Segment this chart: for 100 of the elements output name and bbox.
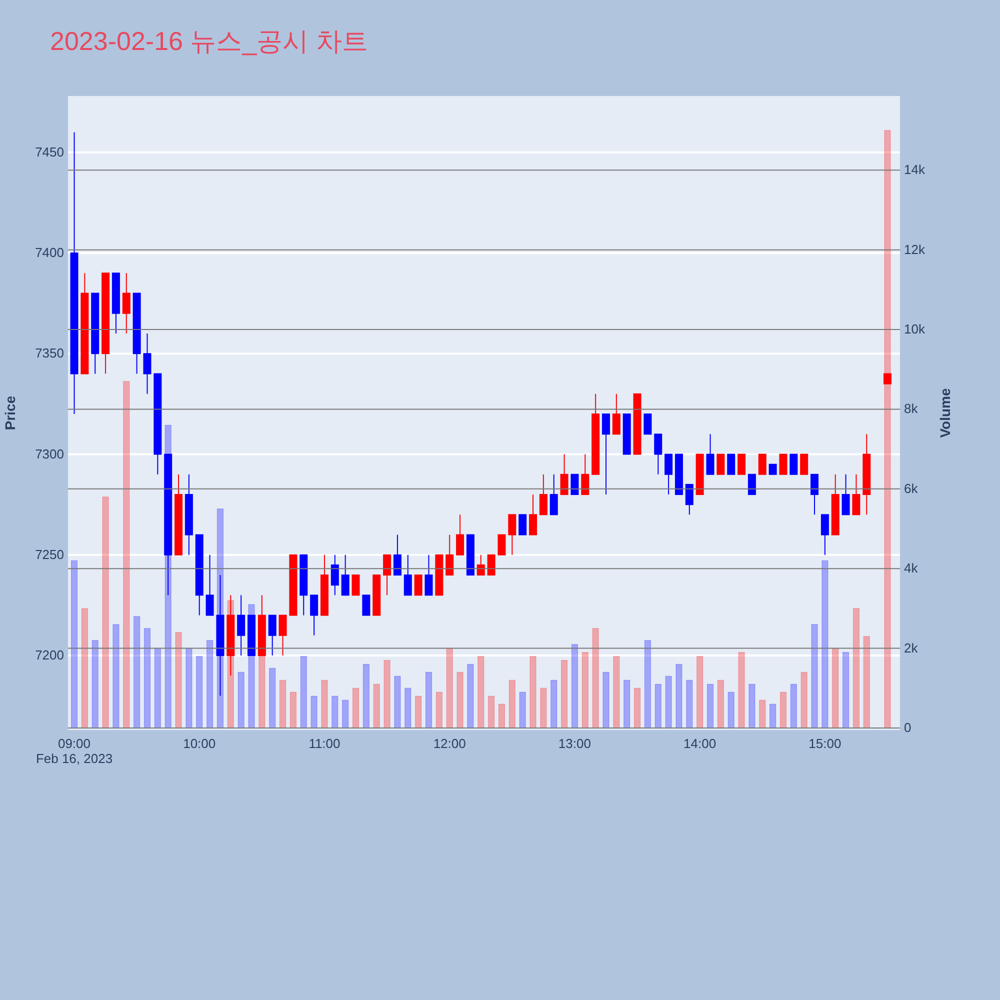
bar	[404, 688, 412, 728]
candlestick	[581, 454, 590, 496]
bar	[852, 608, 860, 728]
bar	[123, 381, 130, 728]
candlestick	[310, 594, 318, 636]
bar	[154, 648, 161, 728]
bar	[800, 672, 808, 728]
bar	[112, 624, 120, 728]
bar	[196, 656, 203, 728]
candlestick	[842, 474, 850, 516]
candlestick	[352, 574, 360, 596]
candlestick	[768, 464, 777, 475]
bar	[362, 664, 370, 728]
candlestick	[393, 534, 402, 576]
bar	[467, 664, 474, 728]
bar	[373, 684, 380, 728]
bar	[269, 668, 276, 728]
bar	[624, 680, 630, 728]
y2-tick-label: 8k	[904, 401, 918, 416]
candlestick	[820, 514, 829, 556]
bar	[71, 560, 78, 728]
bar	[175, 632, 182, 728]
bar	[206, 640, 214, 728]
y-tick-label: 7250	[35, 546, 64, 562]
y2-tick-label: 6k	[904, 480, 918, 496]
y-tick-label: 7300	[35, 446, 64, 462]
candlestick	[560, 454, 568, 496]
bar	[300, 656, 307, 728]
candlestick	[539, 474, 548, 516]
bar	[81, 608, 88, 728]
candlestick	[706, 434, 714, 475]
bar	[582, 652, 588, 728]
bar	[696, 656, 704, 728]
bar	[384, 660, 390, 728]
y2-tick-label: 14k	[904, 162, 926, 178]
bar	[394, 676, 401, 728]
bar	[227, 600, 234, 728]
bar	[498, 704, 505, 728]
bar	[676, 664, 682, 728]
y2-axis-title: Volume	[937, 388, 953, 438]
bar	[310, 696, 318, 728]
bar	[425, 672, 432, 728]
bar	[186, 648, 192, 728]
bar	[780, 692, 786, 728]
x-tick-label: 11:00	[308, 736, 340, 751]
bar	[790, 684, 797, 728]
bar	[571, 644, 578, 728]
candlestick	[529, 494, 538, 536]
x-tick-label: 13:00	[558, 736, 591, 751]
bar	[216, 508, 224, 728]
candlestick	[518, 514, 527, 536]
candlestick	[800, 454, 808, 475]
y2-tick-label: 0	[904, 720, 912, 736]
y-tick-label: 7450	[35, 144, 64, 160]
candlestick	[424, 554, 433, 596]
y-axis-title: Price	[2, 396, 18, 430]
x-tick-label: 15:00	[808, 736, 842, 751]
bar	[352, 688, 360, 728]
x-tick-label: 14:00	[684, 736, 716, 751]
bar	[456, 672, 464, 728]
candlestick	[790, 454, 798, 475]
bar	[759, 700, 766, 728]
title: 2023-02-16 뉴스_공시 차트	[50, 26, 368, 56]
candlestick	[237, 594, 246, 656]
y2-tick-label: 12k	[904, 242, 926, 257]
candlestick	[550, 474, 558, 516]
candlestick	[487, 554, 496, 576]
bar	[602, 672, 610, 728]
candlestick	[727, 454, 736, 475]
candlestick	[508, 514, 516, 556]
candlestick	[404, 554, 412, 596]
bar	[822, 560, 828, 728]
bar	[592, 628, 599, 728]
bar	[248, 604, 255, 728]
bar	[665, 676, 672, 728]
candlestick	[883, 373, 892, 384]
candlestick	[664, 454, 673, 496]
bar	[134, 616, 140, 728]
bar	[519, 692, 526, 728]
candlestick	[644, 414, 652, 435]
candlestick	[779, 454, 788, 475]
y-tick-label: 7350	[35, 346, 64, 361]
x-tick-label: 09:00 Feb 16, 2023	[36, 736, 113, 766]
bar	[92, 640, 98, 728]
bar	[550, 680, 558, 728]
candlestick	[414, 574, 422, 596]
bar	[634, 688, 641, 728]
candlestick	[685, 484, 694, 516]
bar	[884, 130, 891, 728]
bar	[686, 680, 693, 728]
candlestick	[810, 474, 819, 516]
bar	[706, 684, 714, 728]
candlestick	[498, 534, 506, 556]
bar	[717, 680, 724, 728]
y2-tick-label: 4k	[904, 560, 918, 576]
bar	[508, 680, 516, 728]
candlestick	[654, 434, 662, 475]
bar	[342, 700, 349, 728]
bar	[561, 660, 568, 728]
candlestick	[383, 554, 392, 596]
